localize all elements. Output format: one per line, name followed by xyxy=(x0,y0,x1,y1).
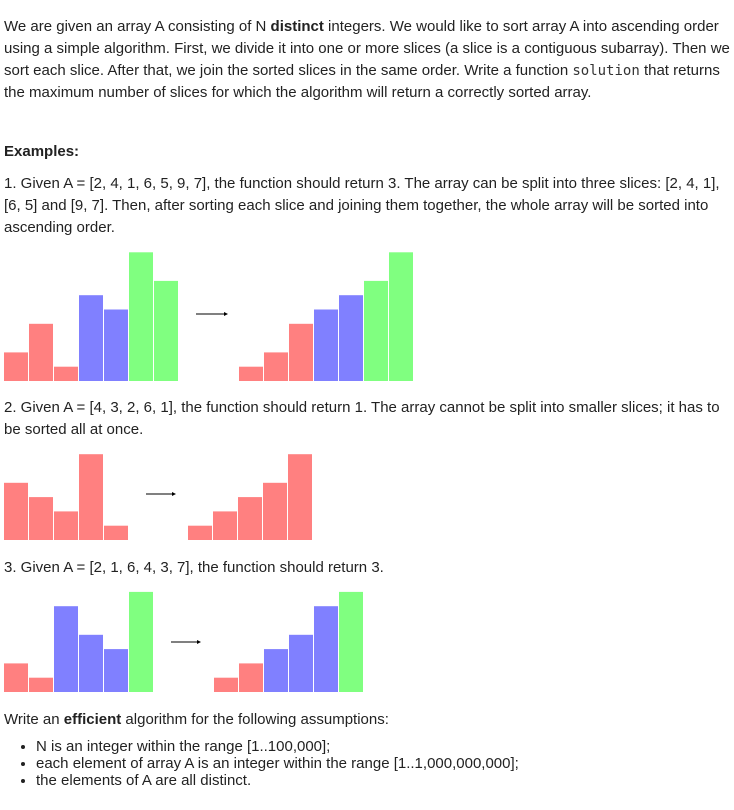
bar-before-3 xyxy=(79,634,103,692)
bar-after-5 xyxy=(364,280,388,381)
bar-before-4 xyxy=(104,525,128,540)
bar-before-1 xyxy=(29,497,53,540)
intro-paragraph: We are given an array A consisting of N … xyxy=(4,16,730,104)
assumption-item: N is an integer within the range [1..100… xyxy=(36,738,726,755)
example-2-text: 2. Given A = [4, 3, 2, 6, 1], the functi… xyxy=(4,399,720,438)
assumption-item: each element of array A is an integer wi… xyxy=(36,755,726,772)
bar-after-4 xyxy=(314,606,338,692)
bar-before-1 xyxy=(29,677,53,692)
slice-arrow xyxy=(171,640,201,644)
after-bars xyxy=(188,454,312,540)
before-bars xyxy=(4,454,128,540)
bar-before-0 xyxy=(4,663,28,692)
examples-heading: Examples: xyxy=(4,143,80,160)
bar-after-1 xyxy=(239,663,263,692)
assumptions-lead-2: algorithm for the following assumptions: xyxy=(121,711,389,728)
intro-bold-distinct: distinct xyxy=(270,18,324,35)
bar-after-2 xyxy=(264,649,288,692)
bar-after-0 xyxy=(188,525,212,540)
bar-before-2 xyxy=(54,366,78,381)
assumptions-lead-1: Write an xyxy=(4,711,64,728)
assumption-item: the elements of A are all distinct. xyxy=(36,772,726,789)
bar-after-6 xyxy=(389,252,413,381)
bar-after-3 xyxy=(289,634,313,692)
function-name-code: solution xyxy=(572,63,640,79)
example-1-figure xyxy=(4,252,413,381)
bar-after-3 xyxy=(314,309,338,381)
bar-after-2 xyxy=(238,497,262,540)
bar-after-4 xyxy=(288,454,312,540)
intro-text-2: integers. We would like to sort array A … xyxy=(4,18,730,79)
bar-after-5 xyxy=(339,591,363,692)
example-3-text: 3. Given A = [2, 1, 6, 4, 3, 7], the fun… xyxy=(4,559,384,576)
slice-arrow xyxy=(196,312,228,316)
intro-text-3: that returns the maximum number of slice… xyxy=(4,62,720,101)
bar-before-0 xyxy=(4,482,28,540)
assumptions-bold-efficient: efficient xyxy=(63,711,122,728)
bar-after-0 xyxy=(239,366,263,381)
bar-before-4 xyxy=(104,309,128,381)
bar-after-1 xyxy=(264,352,288,381)
bar-before-6 xyxy=(154,280,178,381)
bar-after-0 xyxy=(214,677,238,692)
bar-before-4 xyxy=(104,649,128,692)
bar-before-1 xyxy=(29,323,53,381)
bar-before-2 xyxy=(54,606,78,692)
intro-text-1: We are given an array A consisting of N xyxy=(4,18,271,35)
slice-arrow xyxy=(146,492,176,496)
bar-before-5 xyxy=(129,252,153,381)
assumptions-lead: Write an efficient algorithm for the fol… xyxy=(4,709,730,731)
bar-after-2 xyxy=(289,323,313,381)
example-3-figure xyxy=(4,591,363,692)
bar-before-5 xyxy=(129,591,153,692)
example-1-text: 1. Given A = [2, 4, 1, 6, 5, 9, 7], the … xyxy=(4,175,720,236)
before-bars xyxy=(4,591,153,692)
example-2-figure xyxy=(4,454,312,540)
before-bars xyxy=(4,252,178,381)
bar-before-2 xyxy=(54,511,78,540)
assumptions-list: N is an integer within the range [1..100… xyxy=(0,738,726,789)
after-bars xyxy=(214,591,363,692)
bar-after-3 xyxy=(263,482,287,540)
bar-before-0 xyxy=(4,352,28,381)
bar-before-3 xyxy=(79,454,103,540)
bar-after-1 xyxy=(213,511,237,540)
bar-after-4 xyxy=(339,295,363,381)
after-bars xyxy=(239,252,413,381)
bar-before-3 xyxy=(79,295,103,381)
